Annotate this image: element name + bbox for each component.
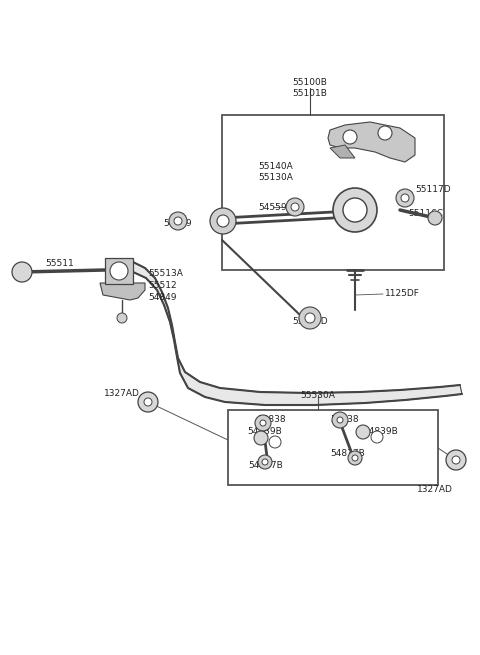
Text: 54838: 54838 — [331, 415, 360, 424]
Text: 1327AD: 1327AD — [417, 485, 453, 495]
Text: 55530A: 55530A — [300, 390, 336, 400]
Text: 54837B: 54837B — [330, 449, 365, 457]
Bar — [222, 115, 444, 270]
Circle shape — [262, 459, 268, 465]
Circle shape — [138, 392, 158, 412]
Circle shape — [12, 262, 32, 282]
Text: 1327AD: 1327AD — [104, 388, 140, 398]
Circle shape — [174, 217, 182, 225]
Polygon shape — [133, 262, 462, 405]
Text: 54849: 54849 — [148, 293, 177, 301]
Circle shape — [169, 212, 187, 230]
Circle shape — [452, 456, 460, 464]
Circle shape — [348, 451, 362, 465]
Circle shape — [258, 455, 272, 469]
Text: 54839B: 54839B — [363, 428, 398, 436]
Polygon shape — [100, 283, 145, 300]
Circle shape — [356, 425, 370, 439]
Circle shape — [401, 194, 409, 202]
Circle shape — [299, 307, 321, 329]
Bar — [228, 410, 438, 485]
Bar — [105, 258, 133, 284]
Text: 55513A: 55513A — [148, 269, 183, 278]
Text: 1125DF: 1125DF — [385, 290, 420, 299]
Text: 54839B: 54839B — [247, 428, 282, 436]
Circle shape — [343, 130, 357, 144]
Text: 54838: 54838 — [258, 415, 286, 424]
Polygon shape — [328, 122, 415, 162]
Circle shape — [260, 420, 266, 426]
Text: 54837B: 54837B — [248, 460, 283, 470]
Text: 55117D: 55117D — [415, 185, 451, 195]
Text: 55511: 55511 — [46, 259, 74, 269]
Circle shape — [343, 198, 367, 222]
Circle shape — [210, 208, 236, 234]
Circle shape — [428, 211, 442, 225]
Circle shape — [254, 431, 268, 445]
Circle shape — [144, 398, 152, 406]
Circle shape — [269, 436, 281, 448]
Circle shape — [352, 455, 358, 461]
Text: 55140A
55130A: 55140A 55130A — [258, 162, 293, 181]
Text: 55117D: 55117D — [292, 318, 328, 326]
Circle shape — [305, 313, 315, 323]
Text: 54559: 54559 — [258, 202, 287, 212]
Circle shape — [117, 313, 127, 323]
Text: 55100B
55101B: 55100B 55101B — [293, 79, 327, 98]
Polygon shape — [330, 145, 355, 158]
Circle shape — [291, 203, 299, 211]
Text: 54559: 54559 — [164, 219, 192, 227]
Text: 55116C: 55116C — [408, 208, 443, 217]
Circle shape — [332, 412, 348, 428]
Circle shape — [396, 189, 414, 207]
Circle shape — [371, 431, 383, 443]
Circle shape — [110, 262, 128, 280]
Circle shape — [286, 198, 304, 216]
Circle shape — [333, 188, 377, 232]
Text: 55512: 55512 — [148, 280, 177, 290]
Circle shape — [378, 126, 392, 140]
Circle shape — [446, 450, 466, 470]
Circle shape — [337, 417, 343, 423]
Circle shape — [255, 415, 271, 431]
Circle shape — [217, 215, 229, 227]
